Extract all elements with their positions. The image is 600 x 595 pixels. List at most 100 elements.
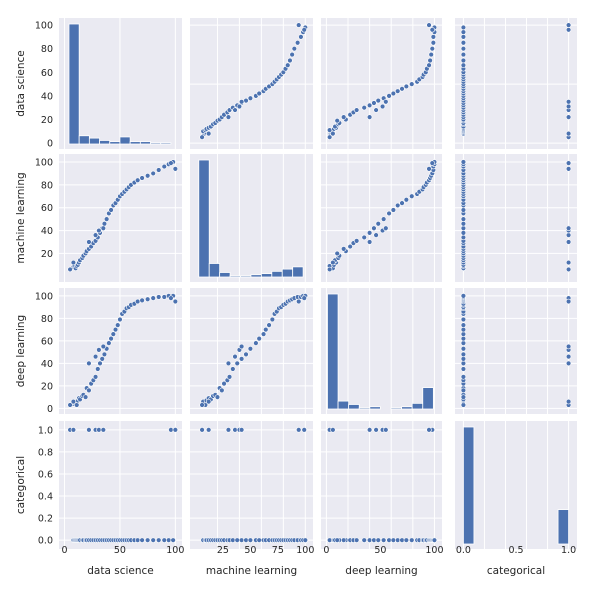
scatter-point [565, 160, 572, 166]
scatter-point [168, 295, 174, 301]
scatter-point [565, 22, 572, 28]
scatter-point [221, 380, 227, 387]
scatter-point [199, 427, 205, 433]
panel-background [321, 288, 442, 414]
scatter-point [82, 394, 89, 400]
scatter-point [334, 250, 340, 257]
scatter-point [150, 170, 156, 177]
histogram-bar [260, 273, 273, 278]
panel-machine-learning-vs-categorical [455, 154, 577, 282]
histogram-bar [327, 293, 339, 410]
scatter-point [409, 193, 415, 199]
scatter-point [565, 343, 572, 350]
scatter-point [139, 537, 145, 543]
panels-layer [59, 18, 577, 549]
x-tick-label: 100 [166, 545, 184, 556]
scatter-point [243, 97, 249, 104]
histogram-bar [208, 263, 221, 278]
y-tick-label: 0.8 [38, 447, 53, 458]
scatter-point [460, 356, 467, 362]
scatter-point [429, 160, 435, 166]
scatter-point [256, 537, 262, 543]
scatter-point [347, 243, 353, 250]
scatter-point [232, 353, 238, 360]
scatter-point [243, 351, 249, 358]
scatter-point [238, 537, 245, 543]
scatter-point [219, 387, 225, 394]
scatter-point [70, 427, 77, 433]
histogram-bar [139, 141, 151, 145]
panel-background [321, 18, 442, 149]
x-tick-label: 1.0 [561, 545, 576, 556]
scatter-point [247, 346, 254, 352]
x-tick-label: 75 [272, 545, 284, 556]
y-tick-label: 40 [41, 91, 53, 102]
scatter-point [266, 322, 272, 328]
panel-categorical-vs-categorical [455, 421, 577, 549]
scatter-point [101, 221, 108, 227]
scatter-point [366, 427, 373, 433]
scatter-point [106, 340, 112, 346]
panel-background [190, 154, 313, 282]
scatter-point [230, 366, 236, 372]
scatter-point [238, 343, 245, 350]
scatter-point [156, 294, 162, 300]
scatter-point [366, 102, 373, 109]
scatter-point [565, 114, 572, 120]
scatter-point [326, 266, 333, 273]
x-axis-label-data-science: data science [87, 565, 154, 577]
scatter-point [296, 427, 302, 433]
histogram-bar [271, 270, 283, 278]
scatter-point [460, 346, 467, 352]
scatter-point [460, 322, 467, 328]
histogram-bar [99, 140, 111, 145]
scatter-point [115, 322, 121, 328]
scatter-point [139, 175, 145, 181]
y-axis-label-deep-learning: deep learning [15, 315, 27, 387]
x-tick-label: 25 [217, 545, 229, 556]
scatter-point [172, 298, 179, 305]
scatter-point [67, 266, 73, 273]
scatter-point [302, 537, 309, 543]
scatter-point [168, 427, 174, 433]
y-tick-label: 0 [47, 404, 53, 415]
y-tick-label: 20 [41, 381, 53, 392]
scatter-point [161, 537, 167, 543]
scatter-point [230, 537, 236, 543]
scatter-point [375, 97, 381, 104]
y-axis-label-categorical: categorical [15, 456, 27, 514]
scatter-point [199, 134, 205, 140]
scatter-point [150, 537, 156, 543]
scatter-point [403, 537, 410, 543]
scatter-point [361, 234, 367, 241]
x-tick-label: 100 [296, 545, 314, 556]
panel-background [455, 154, 577, 282]
panel-data-science-vs-data-science [59, 18, 182, 149]
scatter-point [301, 27, 307, 33]
histogram-bar [557, 509, 569, 545]
y-tick-label: 0.0 [38, 536, 53, 547]
scatter-point [460, 326, 467, 333]
y-tick-label: 80 [41, 180, 53, 191]
x-tick-label: 0.5 [508, 545, 523, 556]
scatter-point [460, 394, 467, 400]
scatter-point [403, 83, 410, 90]
scatter-point [375, 537, 381, 543]
histogram-bar [129, 141, 141, 145]
scatter-point [214, 394, 221, 400]
scatter-point [108, 207, 114, 213]
scatter-point [238, 427, 245, 433]
scatter-point [383, 225, 389, 231]
scatter-point [117, 316, 123, 323]
y-tick-label: 40 [41, 226, 53, 237]
scatter-point [565, 99, 572, 105]
scatter-point [565, 398, 572, 405]
scatter-point [353, 537, 360, 543]
scatter-point [96, 227, 102, 234]
x-tick-label: 50 [244, 545, 256, 556]
histogram-bar [150, 142, 162, 145]
scatter-point [409, 81, 415, 87]
scatter-point [161, 163, 167, 170]
scatter-point [431, 537, 438, 543]
